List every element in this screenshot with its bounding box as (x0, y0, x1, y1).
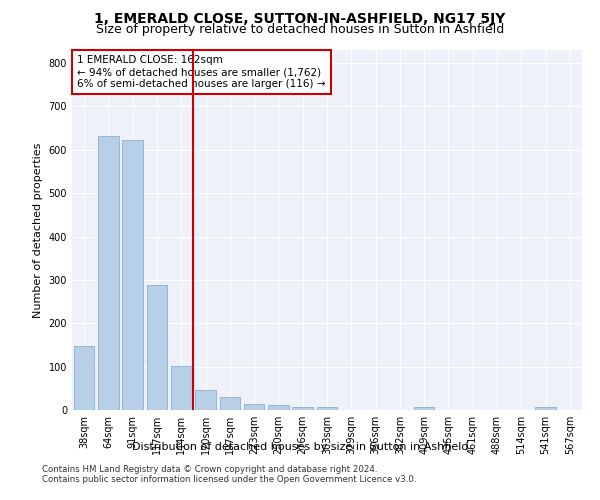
Bar (292, 406, 313, 410)
Text: Contains HM Land Registry data © Crown copyright and database right 2024.: Contains HM Land Registry data © Crown c… (42, 466, 377, 474)
Bar (195, 390, 216, 410)
Bar (122, 140, 143, 410)
Bar (74, 346, 94, 410)
Bar (535, 406, 556, 410)
Bar (220, 397, 240, 410)
Bar (268, 405, 289, 410)
Text: Contains public sector information licensed under the Open Government Licence v3: Contains public sector information licen… (42, 476, 416, 484)
Text: Distribution of detached houses by size in Sutton in Ashfield: Distribution of detached houses by size … (132, 442, 468, 452)
Bar (414, 406, 434, 410)
Bar (317, 407, 337, 410)
Bar (171, 366, 191, 410)
Bar (244, 404, 265, 410)
Y-axis label: Number of detached properties: Number of detached properties (33, 142, 43, 318)
Text: Size of property relative to detached houses in Sutton in Ashfield: Size of property relative to detached ho… (96, 22, 504, 36)
Bar (98, 136, 119, 410)
Text: 1 EMERALD CLOSE: 162sqm
← 94% of detached houses are smaller (1,762)
6% of semi-: 1 EMERALD CLOSE: 162sqm ← 94% of detache… (77, 56, 326, 88)
Text: 1, EMERALD CLOSE, SUTTON-IN-ASHFIELD, NG17 5JY: 1, EMERALD CLOSE, SUTTON-IN-ASHFIELD, NG… (94, 12, 506, 26)
Bar (146, 284, 167, 410)
